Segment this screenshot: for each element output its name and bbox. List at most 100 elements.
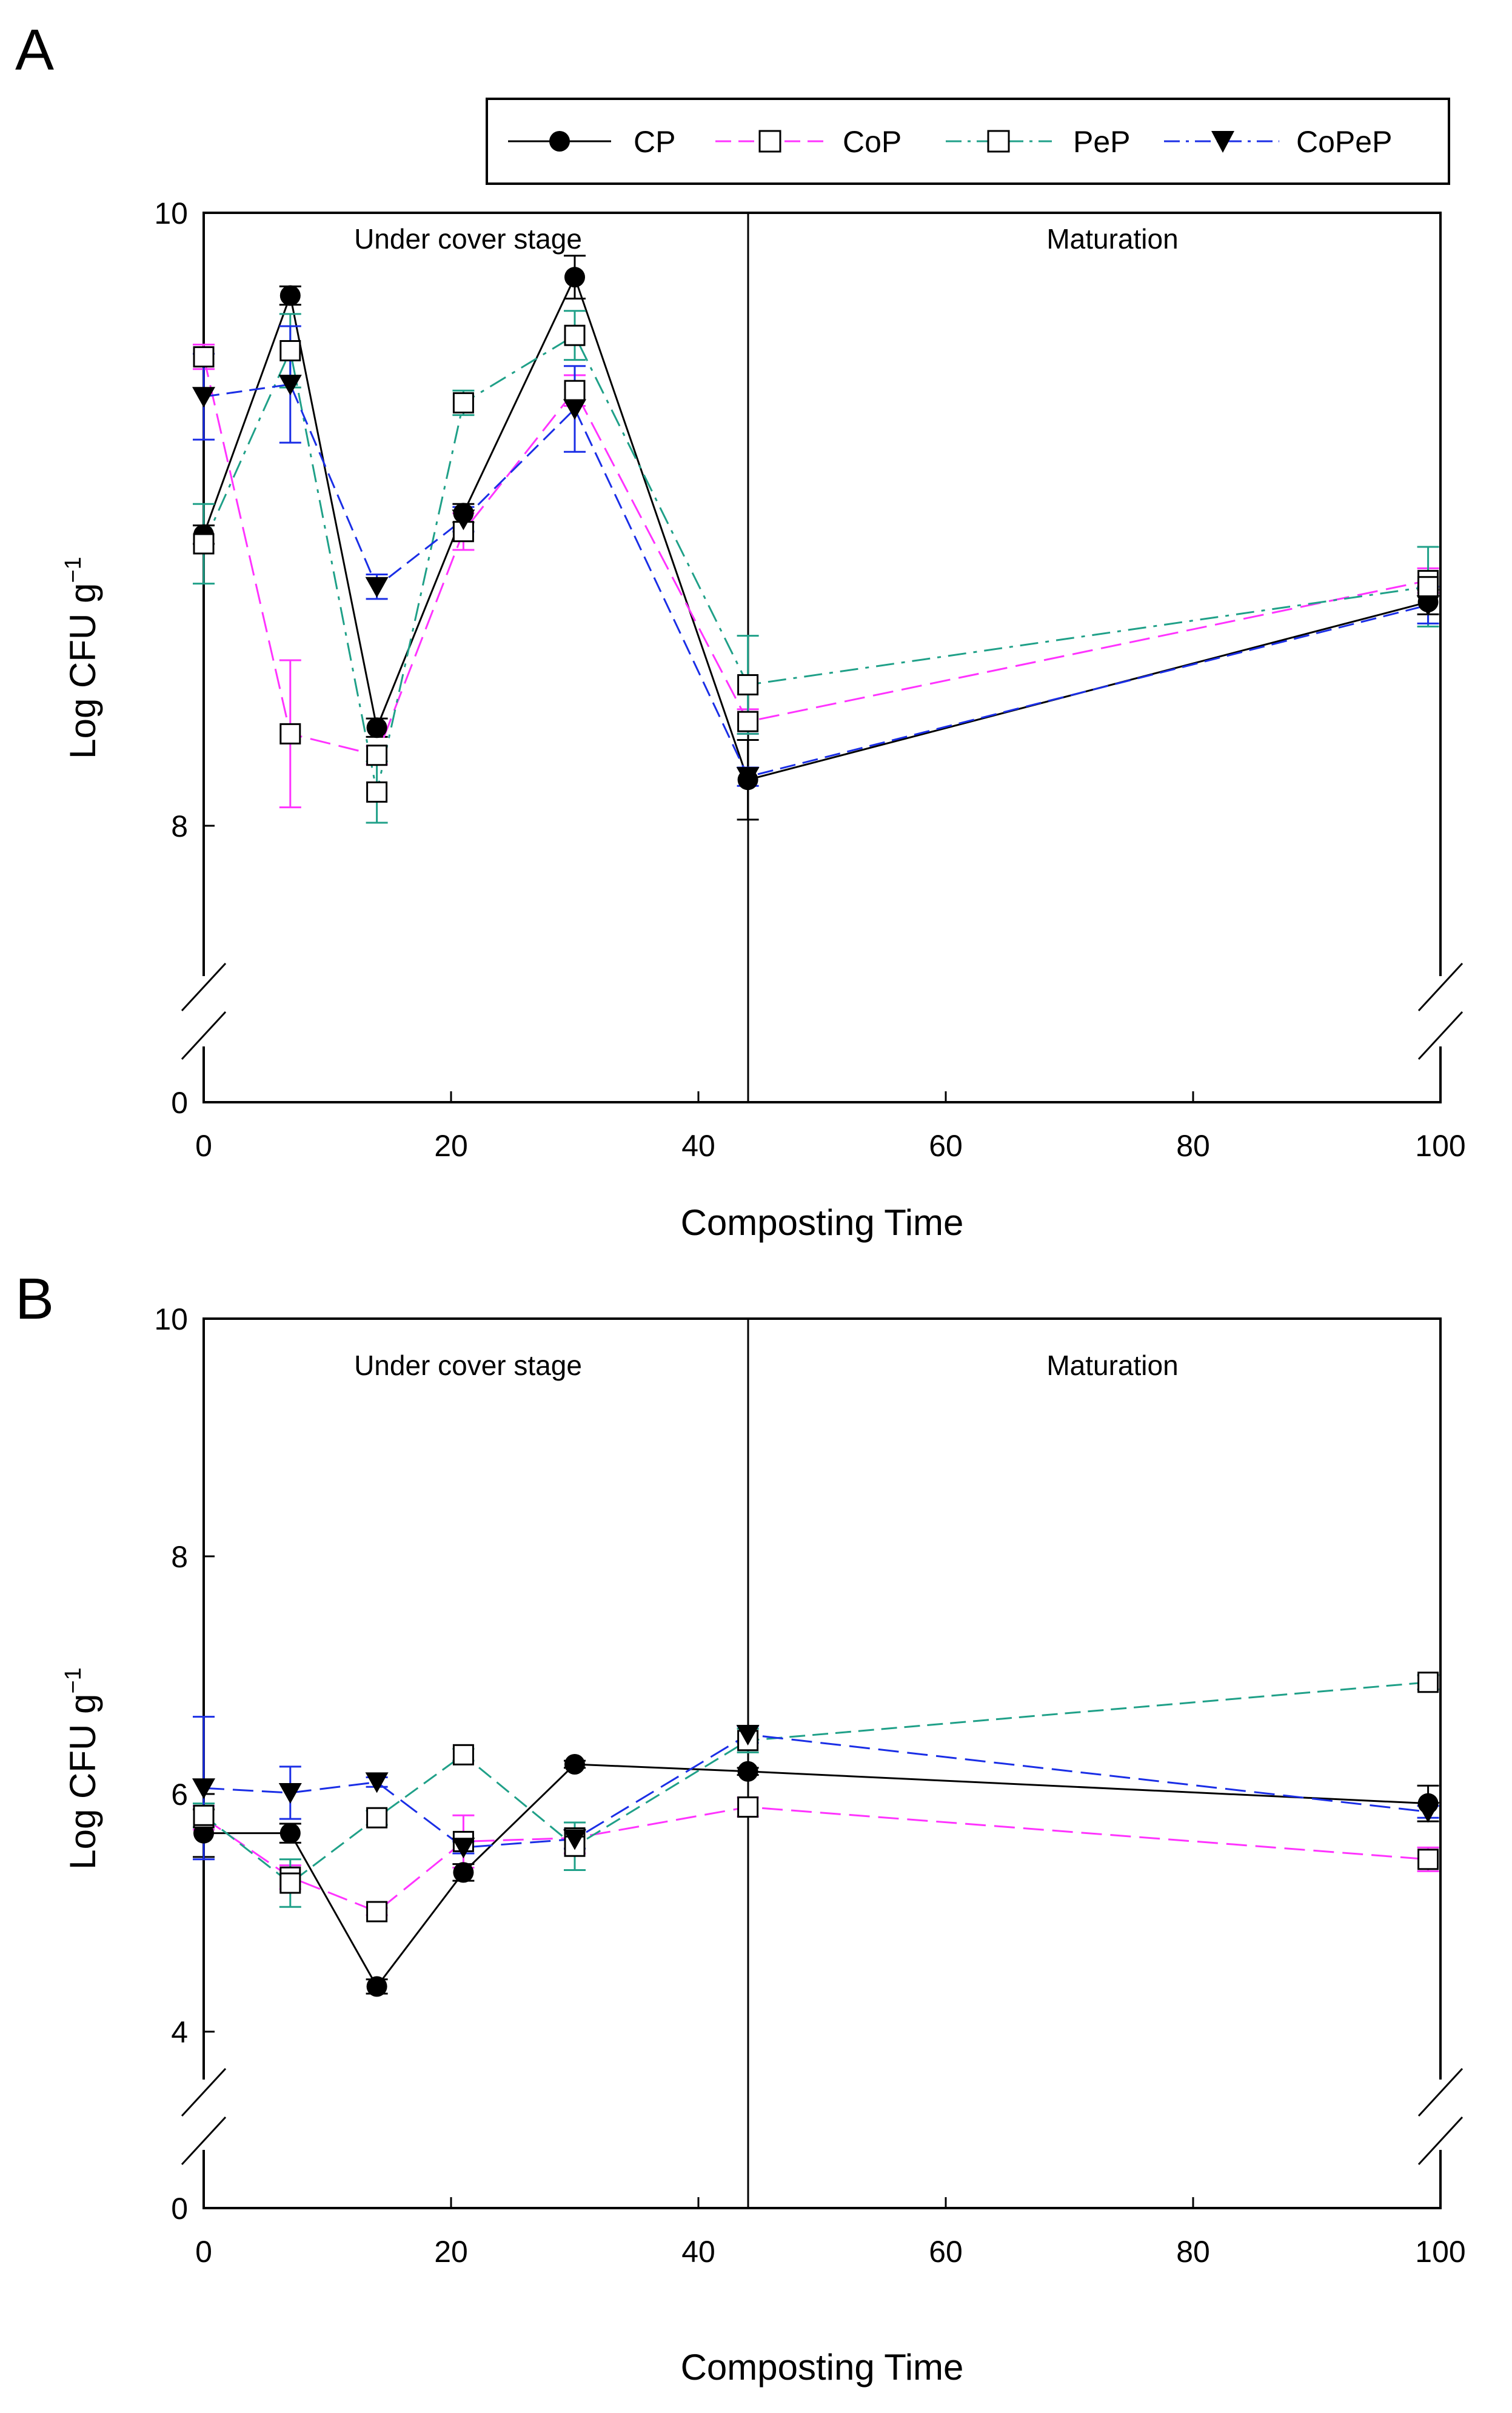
- panel-a-plot-frame: [202, 212, 1442, 1103]
- panel-b-axis-break-right-icon: [1417, 2067, 1463, 2166]
- panel-a-x-tick-20: 20: [434, 1129, 468, 1163]
- legend: CP CoP PeP CoPeP: [486, 98, 1450, 185]
- panel-b-series-line-pep: [203, 1681, 1428, 1884]
- legend-entry-cop: CoP: [715, 125, 902, 159]
- panel-a-marker-copep-1: [278, 375, 302, 396]
- panel-a-marker-cop-0: [193, 346, 215, 368]
- legend-entry-cp: CP: [508, 125, 675, 159]
- panel-b-stage-label-maturation: Maturation: [1046, 1350, 1178, 1381]
- legend-label-cop: CoP: [843, 125, 902, 159]
- panel-b-x-tick-40: 40: [681, 2235, 715, 2269]
- panel-b-marker-cp-1: [279, 1822, 301, 1844]
- panel-a-marker-copep-6: [1416, 595, 1440, 617]
- panel-a-marker-pep-1: [279, 340, 301, 361]
- panel-b-x-axis: 0 20 40 60 80 100: [195, 2197, 1466, 2269]
- panel-b-marker-copep-5: [736, 1725, 760, 1745]
- panel-b-marker-cop-2: [366, 1901, 388, 1923]
- legend-label-cp: CP: [634, 125, 675, 159]
- panel-b-marker-copep-1: [278, 1783, 302, 1804]
- legend-marker-pep: [987, 130, 1010, 153]
- panel-a-stage-label-maturation: Maturation: [1046, 223, 1178, 255]
- panel-a-marker-cop-2: [366, 745, 388, 766]
- panel-b-letter: B: [15, 1267, 54, 1331]
- panel-a-series-line-pep: [202, 334, 1428, 792]
- panel-b-y-axis-title: Log CFU g−1: [61, 1667, 103, 1869]
- panel-b-marker-pep-1: [279, 1872, 301, 1894]
- panel-b-marker-cp-3: [453, 1862, 474, 1883]
- panel-b-marker-pep-6: [1417, 1672, 1439, 1693]
- panel-b-marker-copep-2: [365, 1772, 389, 1793]
- panel-a-marker-cp-1: [279, 285, 301, 306]
- panel-b-marker-copep-3: [452, 1838, 475, 1859]
- panel-b-series: [192, 1672, 1440, 1997]
- panel-b-series-line-cp: [204, 1763, 1428, 1989]
- panel-b-y-tick-8: 8: [171, 1540, 188, 1574]
- panel-a-y-tick-10: 10: [154, 196, 188, 230]
- panel-a-marker-cp-4: [564, 267, 585, 288]
- panel-a-y-tick-0: 0: [171, 1086, 188, 1120]
- panel-a-marker-copep-5: [736, 767, 760, 788]
- panel-b-axis-break-left-icon: [181, 2067, 227, 2166]
- panel-b-stage-label-under-cover: Under cover stage: [354, 1350, 582, 1381]
- panel-a-series-line-cop: [202, 356, 1428, 757]
- panel-a-x-tick-80: 80: [1176, 1129, 1210, 1163]
- panel-b-marker-cop-6: [1417, 1849, 1439, 1870]
- panel-a-marker-cop-4: [564, 380, 586, 401]
- panel-b-y-axis-title-superscript: −1: [61, 1667, 86, 1693]
- panel-a-x-axis-title: Composting Time: [681, 1202, 964, 1243]
- panel-b-break-mask-right: [1430, 2080, 1451, 2150]
- panel-b-x-tick-60: 60: [929, 2235, 963, 2269]
- panel-a-x-tick-60: 60: [929, 1129, 963, 1163]
- panel-b-marker-copep-6: [1416, 1802, 1440, 1823]
- panel-a-series-line-cp: [202, 275, 1428, 781]
- panel-a-stage-label-under-cover: Under cover stage: [354, 223, 582, 255]
- legend-entry-pep: PeP: [946, 125, 1131, 159]
- panel-a-marker-copep-4: [563, 399, 586, 420]
- panel-a-marker-pep-2: [366, 781, 388, 803]
- legend-marker-cop: [758, 130, 781, 153]
- panel-a-x-axis: 0 20 40 60 80 100: [195, 1091, 1466, 1163]
- panel-b-marker-copep-4: [563, 1829, 586, 1850]
- panel-b-y-tick-10: 10: [154, 1302, 188, 1336]
- panel-b-marker-pep-0: [193, 1804, 215, 1826]
- panel-b-break-mask-left: [193, 2080, 215, 2150]
- panel-a-y-axis-title: Log CFU g−1: [61, 557, 103, 758]
- panel-b-marker-copep-0: [192, 1778, 215, 1799]
- legend-marker-copep: [1211, 131, 1234, 153]
- panel-a-x-tick-100: 100: [1415, 1129, 1465, 1163]
- panel-a-series: [192, 255, 1440, 824]
- panel-a-y-axis-title-main: Log CFU g: [62, 583, 103, 759]
- panel-b: B Under cover stage Maturation 10 8 6 4 …: [15, 1267, 1466, 2388]
- panel-b-y-axis-title-main: Log CFU g: [62, 1694, 103, 1870]
- panel-b-marker-cp-2: [366, 1976, 387, 1997]
- panel-a-y-axis-title-superscript: −1: [61, 557, 86, 583]
- legend-label-copep: CoPeP: [1296, 125, 1392, 159]
- panel-a-x-tick-40: 40: [681, 1129, 715, 1163]
- legend-marker-cp: [549, 131, 570, 152]
- panel-a-letter: A: [15, 18, 54, 82]
- panel-b-marker-cp-5: [737, 1761, 758, 1782]
- panel-a: A CP CoP PeP CoPeP: [15, 18, 1466, 1243]
- panel-a-axis-break-right-icon: [1417, 962, 1463, 1060]
- panel-b-x-tick-100: 100: [1415, 2235, 1465, 2269]
- panel-a-y-tick-8: 8: [171, 809, 188, 843]
- panel-a-marker-pep-0: [193, 533, 215, 555]
- panel-b-y-tick-0: 0: [171, 2192, 188, 2226]
- panel-a-axis-break-left-icon: [181, 962, 227, 1060]
- legend-entry-copep: CoPeP: [1164, 125, 1392, 159]
- panel-a-marker-copep-2: [365, 577, 389, 598]
- panel-a-marker-copep-3: [452, 509, 475, 530]
- panel-a-y-axis: 10 8 0: [154, 196, 215, 1120]
- panel-a-marker-pep-4: [564, 324, 586, 346]
- panel-a-marker-pep-6: [1417, 576, 1439, 598]
- panel-b-marker-pep-3: [452, 1744, 474, 1765]
- panel-b-plot-frame: [202, 1317, 1442, 2209]
- panel-b-series-line-copep: [203, 1733, 1428, 1849]
- panel-a-x-tick-0: 0: [195, 1129, 212, 1163]
- panel-b-marker-cp-4: [564, 1754, 585, 1775]
- panel-a-marker-cp-2: [366, 717, 387, 738]
- panel-b-x-tick-80: 80: [1176, 2235, 1210, 2269]
- panel-a-marker-pep-3: [452, 392, 474, 413]
- panel-a-marker-cop-1: [279, 723, 301, 745]
